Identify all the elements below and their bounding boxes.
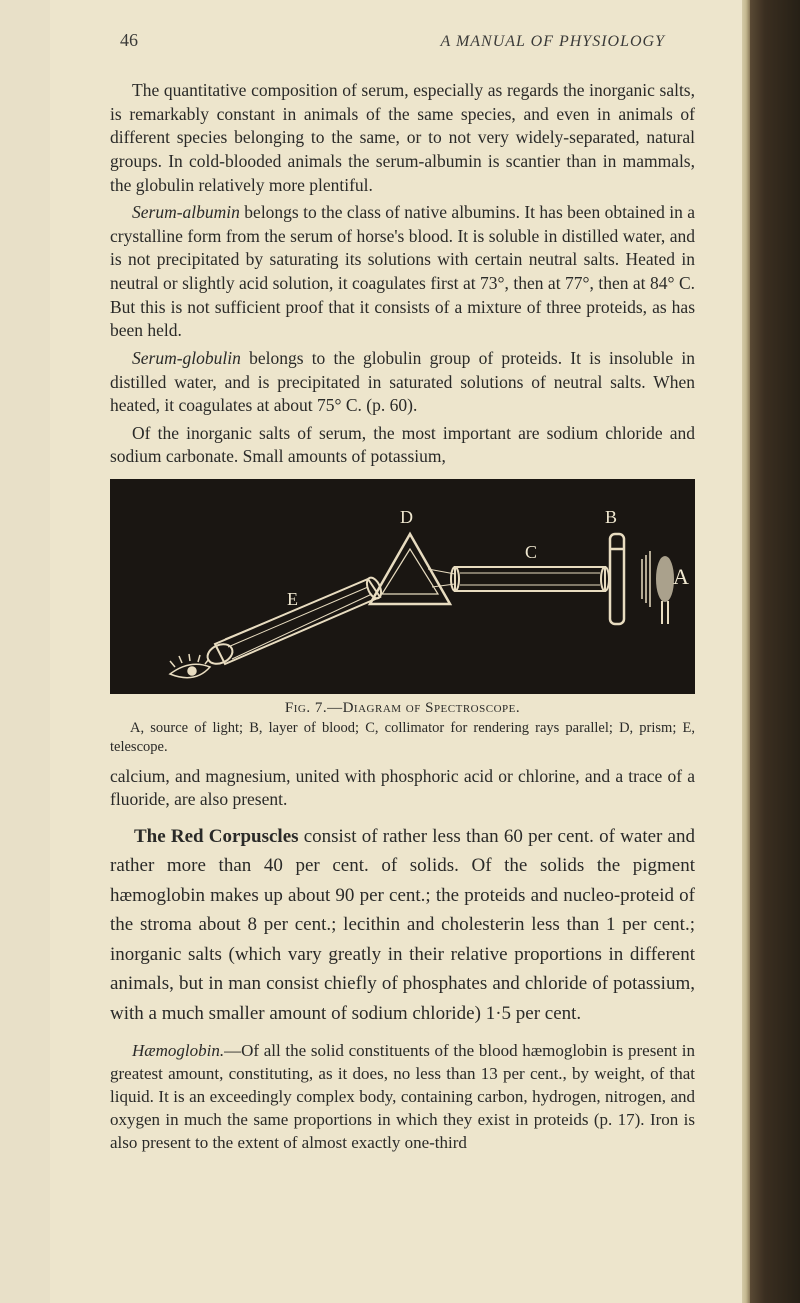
page-header: 46 A MANUAL OF PHYSIOLOGY [110, 30, 695, 51]
paragraph-2-text: belongs to the class of native albumins.… [110, 202, 695, 340]
figure-label-b: B [605, 507, 617, 528]
paragraph-2: Serum-albumin belongs to the class of na… [110, 201, 695, 343]
figure-caption: Fig. 7.—Diagram of Spectroscope. [110, 700, 695, 717]
page-number: 46 [120, 30, 138, 51]
haemoglobin-paragraph: Hæmoglobin.—Of all the solid constituent… [110, 1040, 695, 1155]
heading-red-corpuscles: The Red Corpuscles [134, 826, 299, 847]
figure-description: A, source of light; B, layer of blood; C… [110, 719, 695, 757]
figure-label-c: C [525, 542, 537, 563]
figure-label-d: D [400, 507, 413, 528]
paragraph-3: Serum-globulin belongs to the globulin g… [110, 347, 695, 418]
term-serum-globulin: Serum-globulin [132, 348, 241, 368]
term-serum-albumin: Serum-albumin [132, 202, 240, 222]
paragraph-1: The quantitative composition of serum, e… [110, 79, 695, 197]
body-paragraph-text: consist of rather less than 60 per cent.… [110, 826, 695, 1024]
figure-caption-title: Diagram of Spectroscope. [343, 700, 521, 716]
term-haemoglobin: Hæmoglobin. [132, 1041, 224, 1060]
running-head: A MANUAL OF PHYSIOLOGY [440, 33, 665, 51]
figure-caption-prefix: Fig. 7.— [285, 700, 343, 716]
body-paragraph: The Red Corpuscles consist of rather les… [110, 822, 695, 1028]
paragraph-4: Of the inorganic salts of serum, the mos… [110, 422, 695, 469]
book-edge [750, 0, 800, 1303]
figure-label-e: E [287, 589, 298, 610]
paragraph-5: calcium, and magnesium, united with phos… [110, 765, 695, 812]
figure-label-a: A [673, 564, 689, 590]
page-content: 46 A MANUAL OF PHYSIOLOGY The quantitati… [50, 0, 750, 1303]
spectroscope-diagram: D C B A E [110, 479, 695, 694]
figure-7: D C B A E Fig. 7.—Diagram of Spectroscop… [110, 479, 695, 757]
